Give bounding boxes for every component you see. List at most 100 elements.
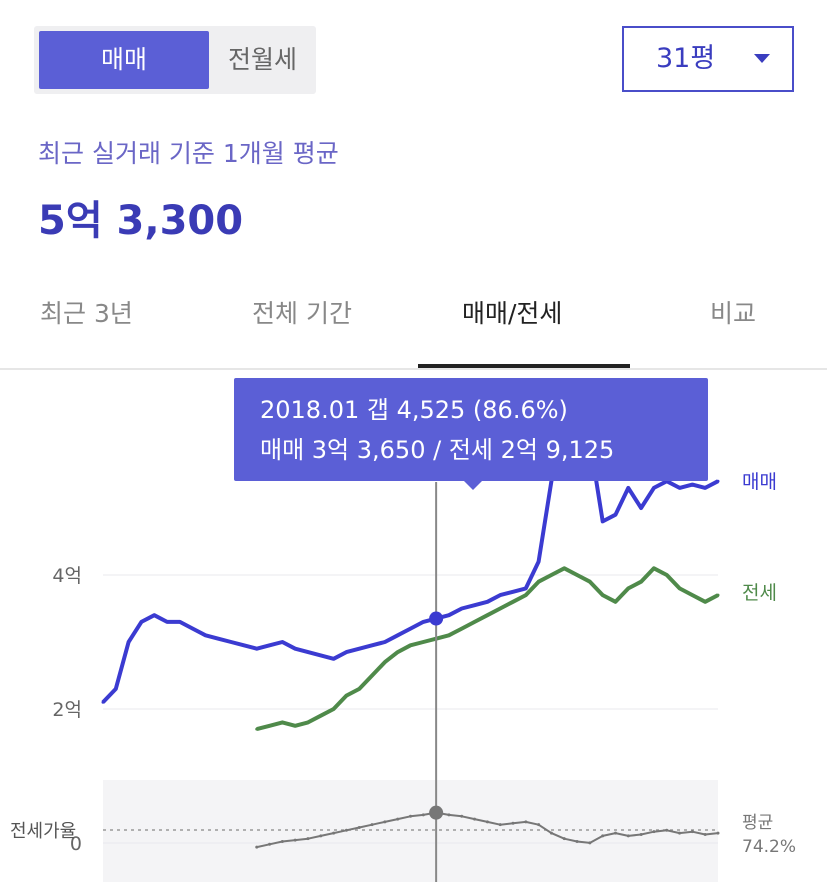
data-point [268, 643, 272, 647]
size-select[interactable]: 31평 [622, 26, 794, 92]
data-point [562, 566, 566, 570]
data-point [678, 831, 682, 835]
tab-recent-3y[interactable]: 최근 3년 [40, 299, 133, 328]
data-point [485, 820, 489, 824]
data-point [473, 817, 477, 821]
data-point [652, 486, 656, 490]
data-point [204, 633, 207, 637]
y-tick-label: 4억 [52, 565, 82, 587]
chart-tooltip: 2018.01 갭 4,525 (86.6%) 매매 3억 3,650 / 전세… [234, 378, 708, 490]
data-point [473, 620, 477, 624]
data-point [127, 640, 131, 644]
data-point [396, 817, 400, 821]
data-point [639, 506, 643, 510]
chevron-down-icon [754, 54, 770, 63]
data-point [524, 593, 528, 597]
data-point [447, 813, 451, 817]
data-point [293, 724, 297, 728]
ratio-average-value: 74.2% [742, 837, 796, 857]
data-point [332, 657, 336, 661]
data-point [447, 633, 451, 637]
data-point [601, 593, 605, 597]
data-point [690, 483, 694, 487]
data-point [639, 580, 643, 584]
data-point [524, 820, 528, 824]
size-select-value: 31평 [656, 43, 716, 74]
data-point [357, 825, 361, 829]
selected-sale-point [429, 611, 444, 626]
data-point [268, 724, 272, 728]
data-point [421, 620, 425, 624]
data-point [293, 838, 297, 842]
data-point [498, 607, 502, 610]
data-point [716, 479, 720, 483]
data-point [319, 834, 323, 838]
jeonse-series-line [256, 566, 719, 732]
data-point [498, 593, 502, 597]
data-point [601, 519, 605, 523]
data-point [255, 727, 259, 731]
data-point [473, 603, 477, 607]
data-point [344, 828, 348, 832]
data-point [139, 620, 143, 624]
data-point [549, 831, 553, 835]
data-point [588, 580, 592, 584]
data-point [652, 830, 656, 834]
data-point [332, 831, 336, 835]
series-label-sale: 매매 [742, 471, 777, 493]
data-point [665, 828, 669, 832]
data-point [511, 600, 515, 604]
ratio-panel-bg [103, 780, 718, 882]
data-point [332, 707, 336, 711]
data-point [306, 720, 310, 724]
data-point [370, 674, 374, 677]
data-point [101, 700, 105, 704]
data-point [409, 643, 412, 647]
price-chart[interactable]: 8억6억4억2억0매매전세전세가율평균74.2% [0, 470, 827, 882]
data-point [562, 837, 566, 841]
data-point [255, 647, 259, 651]
data-point [357, 647, 361, 651]
data-point [229, 640, 233, 644]
data-point [537, 823, 541, 827]
data-point [511, 821, 515, 825]
data-point [690, 593, 694, 597]
data-point [421, 813, 425, 817]
data-point [293, 647, 297, 651]
data-point [485, 600, 489, 604]
data-point [306, 650, 310, 654]
data-point [178, 620, 182, 624]
data-point [280, 640, 284, 644]
tab-all-period[interactable]: 전체 기간 [252, 299, 352, 328]
data-point [370, 643, 374, 647]
toggle-sale-button[interactable]: 매매 [39, 31, 209, 89]
data-point [575, 839, 579, 843]
tab-sale-jeonse[interactable]: 매매/전세 [462, 299, 563, 328]
data-point [357, 687, 361, 691]
data-point [639, 832, 643, 836]
data-point [396, 633, 400, 637]
data-point [383, 660, 387, 664]
data-point [524, 586, 528, 590]
data-point [678, 486, 682, 490]
data-point [485, 613, 489, 617]
active-tab-indicator [418, 364, 630, 368]
y-tick-label: 0 [70, 833, 82, 855]
trade-type-toggle: 매매 전월세 [34, 26, 316, 94]
data-point [344, 694, 348, 698]
data-point [511, 590, 515, 594]
data-point [280, 839, 284, 843]
y-tick-label: 2억 [52, 699, 82, 721]
sale-series-line [101, 470, 719, 704]
data-point [344, 650, 348, 654]
data-point [460, 814, 464, 818]
tab-compare[interactable]: 비교 [710, 299, 757, 328]
data-point [152, 613, 156, 617]
data-point [703, 832, 707, 836]
data-point [614, 600, 617, 604]
data-point [626, 586, 630, 590]
toggle-rent-button[interactable]: 전월세 [227, 45, 297, 74]
data-point [626, 486, 630, 490]
data-point [383, 820, 387, 824]
data-point [498, 823, 502, 827]
